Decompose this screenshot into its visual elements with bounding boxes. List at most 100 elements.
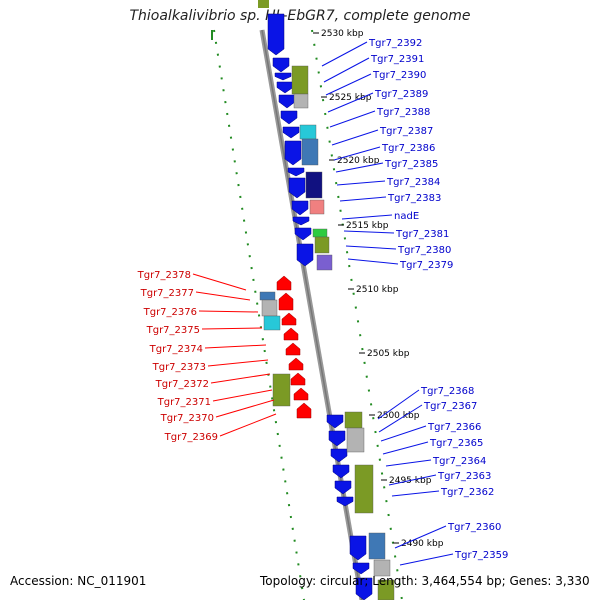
forward-gene-label: Tgr7_2362 [440, 487, 494, 498]
forward-leader-line [343, 230, 395, 234]
forward-gene-label: Tgr7_2380 [397, 245, 451, 256]
axis-tick-label: 2520 kbp [337, 156, 380, 166]
forward-cds [326, 414, 344, 429]
forward-cds [274, 72, 292, 81]
forward-cds [287, 167, 305, 177]
forward-leader-line [399, 553, 454, 566]
axis-tick-label: 2510 kbp [356, 285, 399, 295]
axis-tick-label: 2515 kbp [346, 221, 389, 231]
reverse-leader-line [215, 399, 275, 418]
cog-block [293, 93, 309, 109]
reverse-gene-label: Tgr7_2377 [140, 288, 194, 299]
forward-leader-line [339, 196, 387, 202]
forward-gene-label: Tgr7_2365 [429, 438, 483, 449]
cog-block [314, 236, 330, 254]
cog-block [377, 579, 395, 600]
reverse-leader-line [192, 273, 247, 291]
forward-leader-line [380, 425, 427, 442]
cog-block [373, 559, 391, 577]
forward-cds [280, 110, 298, 125]
cog-block [316, 254, 333, 271]
forward-gene-label: Tgr7_2386 [381, 143, 435, 154]
forward-leader-line [385, 459, 432, 467]
reverse-leader-line [195, 291, 251, 301]
inner-tick-arc [213, 29, 305, 600]
cog-block [263, 315, 281, 331]
reverse-gene-label: Tgr7_2378 [137, 270, 191, 281]
forward-cds [352, 562, 370, 575]
forward-leader-line [321, 41, 368, 67]
cog-block [261, 299, 278, 317]
forward-leader-line [377, 389, 420, 420]
reverse-cds [293, 387, 309, 401]
forward-gene-label: Tgr7_2366 [427, 422, 481, 433]
forward-leader-line [388, 474, 437, 486]
forward-leader-line [394, 525, 447, 549]
forward-gene-label: Tgr7_2389 [374, 89, 428, 100]
forward-gene-label: Tgr7_2368 [420, 386, 474, 397]
accession-text: Accession: NC_011901 [10, 574, 147, 588]
cog-block [346, 427, 365, 453]
forward-cds [276, 81, 294, 94]
forward-leader-line [327, 92, 374, 113]
axis-tick-label: 2500 kbp [377, 411, 420, 421]
forward-gene-label: Tgr7_2384 [386, 177, 440, 188]
forward-cds [332, 464, 350, 479]
reverse-leader-line [204, 344, 267, 349]
forward-cds [294, 227, 312, 241]
reverse-leader-line [210, 373, 271, 384]
cog-block [309, 199, 325, 215]
forward-leader-line [391, 490, 440, 497]
reverse-cds [276, 275, 292, 291]
forward-gene-label: Tgr7_2363 [437, 471, 491, 482]
forward-leader-line [341, 214, 393, 220]
cog-block [259, 291, 276, 301]
axis-tick-label: 2495 kbp [389, 476, 432, 486]
reverse-cds [281, 312, 297, 326]
forward-gene-label: Tgr7_2359 [454, 550, 508, 561]
cog-block [368, 532, 386, 560]
reverse-gene-label: Tgr7_2376 [143, 307, 197, 318]
forward-cds [330, 448, 348, 463]
forward-leader-line [329, 110, 376, 128]
reverse-leader-line [201, 327, 263, 330]
forward-leader-line [378, 404, 423, 433]
forward-leader-line [335, 162, 384, 173]
reverse-leader-line [212, 389, 273, 402]
forward-cds [349, 535, 367, 561]
forward-cds [334, 480, 352, 495]
reverse-leader-line [219, 413, 277, 437]
forward-cds [288, 177, 306, 199]
cog-block [299, 124, 317, 140]
axis-tick-label: 2525 kbp [329, 93, 372, 103]
forward-gene-label: Tgr7_2385 [384, 159, 438, 170]
cog-block [305, 171, 323, 199]
forward-cds [278, 94, 296, 109]
forward-cds [272, 57, 290, 73]
forward-gene-label: Tgr7_2390 [372, 70, 426, 81]
axis-tick-label: 2490 kbp [401, 539, 444, 549]
reverse-gene-label: Tgr7_2369 [164, 432, 218, 443]
cog-block [312, 228, 328, 238]
forward-gene-label: Tgr7_2387 [379, 126, 433, 137]
reverse-cds [278, 292, 294, 311]
reverse-gene-label: Tgr7_2370 [160, 413, 214, 424]
forward-gene-label: nadE [394, 211, 419, 222]
forward-cds [291, 200, 309, 216]
forward-gene-label: Tgr7_2381 [395, 229, 449, 240]
forward-leader-line [336, 180, 386, 186]
reverse-leader-line [198, 310, 259, 313]
reverse-cds [285, 342, 301, 356]
forward-gene-label: Tgr7_2392 [368, 38, 422, 49]
axis-tick-label: 2530 kbp [321, 29, 364, 39]
forward-gene-label: Tgr7_2383 [387, 193, 441, 204]
forward-gene-label: Tgr7_2388 [376, 107, 430, 118]
forward-cds [296, 243, 314, 267]
forward-gene-label: Tgr7_2367 [423, 401, 477, 412]
cog-block [291, 65, 309, 95]
forward-leader-line [347, 258, 399, 265]
forward-cds [267, 13, 285, 56]
reverse-gene-label: Tgr7_2375 [146, 325, 200, 336]
